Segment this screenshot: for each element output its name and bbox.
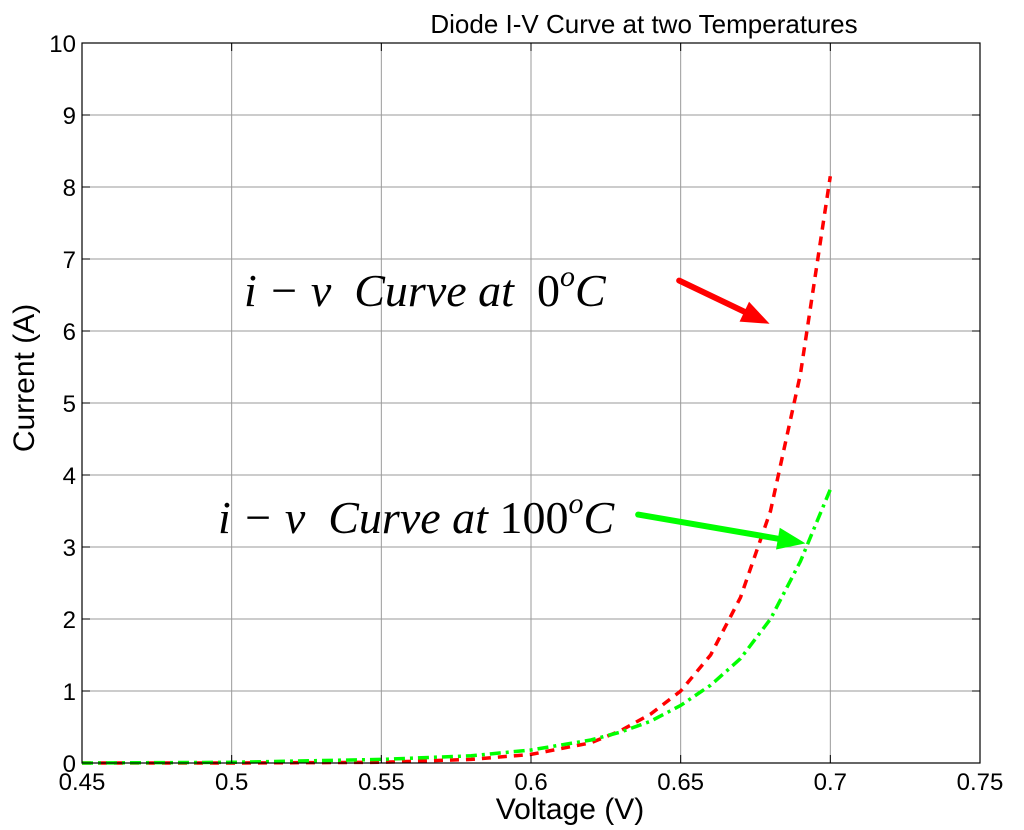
x-tick-label: 0.6 [514,769,547,796]
x-tick-label: 0.45 [59,769,106,796]
annotation-0c-degree: o [560,260,575,293]
y-tick-label: 0 [63,751,76,778]
annotation-0c-number: 0 [537,265,560,316]
x-tick-label: 0.55 [358,769,405,796]
annotation-100c-number: 100 [499,492,568,543]
arrow-shaft-hot [635,511,781,542]
y-tick-label: 10 [49,31,76,58]
y-tick-label: 4 [63,463,76,490]
series-line-100c [81,488,832,765]
annotation-arrows [635,277,806,550]
annotation-100c-degree: o [568,487,583,520]
annotation-100c-label: i − v Curve at 100oC [218,487,615,543]
x-tick-labels: 0.45 0.5 0.55 0.6 0.65 0.7 0.75 [59,769,1004,796]
y-tick-label: 2 [63,607,76,634]
arrow-head-cold [739,301,770,324]
y-tick-labels: 0 1 2 3 4 5 6 7 8 9 10 [49,31,76,778]
x-tick-label: 0.75 [957,769,1004,796]
x-tick-label: 0.65 [657,769,704,796]
annotation-0c-label: i − v Curve at 0oC [244,260,607,316]
y-tick-label: 8 [63,175,76,202]
annotation-100c-unit: C [583,492,615,543]
annotation-0c-unit: C [575,265,607,316]
x-axis-label: Voltage (V) [496,793,644,826]
x-tick-label: 0.7 [814,769,847,796]
series-line-0c [82,175,833,765]
grid-lines [81,42,981,764]
y-tick-label: 9 [63,103,76,130]
y-tick-label: 3 [63,535,76,562]
annotation-100c-prefix: i − v Curve at [218,492,499,543]
y-tick-label: 5 [63,391,76,418]
tick-marks [81,42,981,764]
annotation-0c-prefix: i − v Curve at [244,265,537,316]
y-tick-label: 6 [63,319,76,346]
y-axis-label: Current (A) [8,304,41,452]
chart-title: Diode I-V Curve at two Temperatures [430,9,857,39]
series-layer [81,175,833,765]
arrow-head-hot [776,527,806,550]
y-tick-label: 1 [63,679,76,706]
x-tick-label: 0.5 [215,769,248,796]
y-tick-label: 7 [63,247,76,274]
arrow-shaft-cold [676,277,748,315]
